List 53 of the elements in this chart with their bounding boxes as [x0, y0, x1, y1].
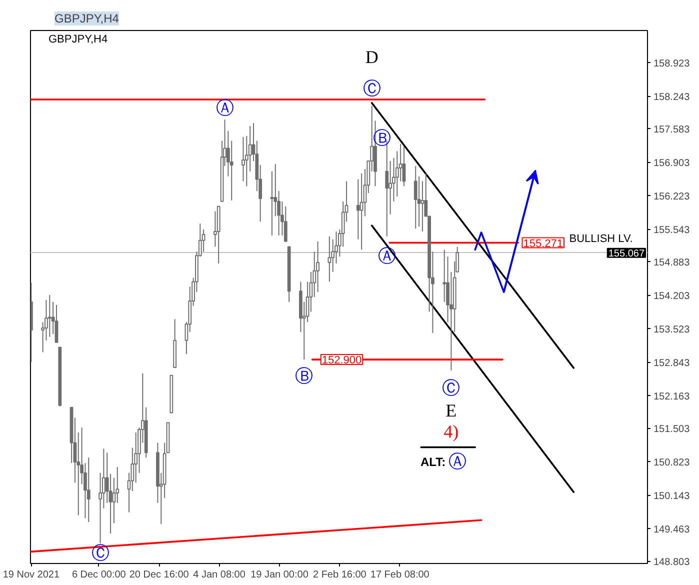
annotation: Ⓐ [448, 452, 466, 473]
y-tick-label: 150.823 [654, 457, 690, 468]
y-tick-label: 158.243 [654, 92, 690, 103]
candlestick [328, 236, 332, 282]
x-tick-label: 19 Nov 2021 [2, 570, 60, 580]
candlestick [86, 457, 90, 523]
y-tick-label: 150.143 [654, 490, 690, 502]
candlestick [442, 249, 446, 302]
y-tick-label: 157.583 [654, 124, 690, 136]
candlestick [242, 136, 245, 182]
chart-subtitle: GBPJPY,H4 [48, 34, 108, 46]
y-tick-label: 154.203 [654, 290, 690, 302]
x-tick-label: 19 Jan 00:00 [250, 570, 309, 580]
annotation: ALT: [420, 455, 446, 470]
x-tick-label: 6 Dec 00:00 [72, 570, 126, 580]
y-tick-label: 158.923 [654, 58, 690, 70]
x-tick-label: 17 Feb 08:00 [370, 570, 430, 580]
annotation: 152.900 [322, 354, 362, 367]
chart-title: GBPJPY,H4 [54, 12, 120, 26]
candlestick [360, 172, 364, 250]
annotation: D [365, 46, 378, 67]
y-tick-label: 149.463 [654, 524, 690, 536]
candlestick [414, 165, 418, 230]
x-tick-label: 20 Dec 16:00 [129, 570, 190, 580]
candlestick [356, 178, 360, 240]
candlestick [420, 180, 424, 232]
annotation: Ⓒ [362, 78, 381, 100]
y-tick-label: 151.503 [654, 424, 690, 435]
annotation: 4) [444, 421, 459, 442]
y-tick-label: 156.903 [654, 158, 690, 169]
candlestick [316, 240, 320, 293]
annotation: Ⓐ [216, 98, 234, 120]
annotation: BULLISH LV. [569, 232, 633, 245]
y-tick-label: 154.883 [654, 257, 690, 268]
y-tick-label: 152.163 [654, 391, 690, 402]
y-tick-label: 148.803 [654, 556, 690, 568]
candlestick [284, 206, 288, 242]
annotation: Ⓒ [442, 378, 460, 399]
ref-line-label: 155.067 [608, 248, 645, 260]
annotation: E [446, 400, 457, 420]
candlestick [48, 294, 52, 338]
y-tick-label: 152.843 [654, 358, 690, 369]
candlestick [388, 160, 392, 215]
candlestick [54, 304, 58, 343]
x-tick-label: 2 Feb 16:00 [312, 570, 367, 580]
annotation: Ⓐ [378, 246, 396, 267]
x-tick-label: 4 Jan 08:00 [193, 570, 246, 580]
annotation: Ⓒ [91, 542, 110, 564]
y-tick-label: 155.543 [654, 224, 690, 236]
annotation: Ⓑ [295, 366, 314, 388]
y-tick-label: 156.223 [654, 191, 690, 202]
candlestick [270, 170, 274, 236]
y-tick-label: 153.523 [654, 324, 690, 336]
